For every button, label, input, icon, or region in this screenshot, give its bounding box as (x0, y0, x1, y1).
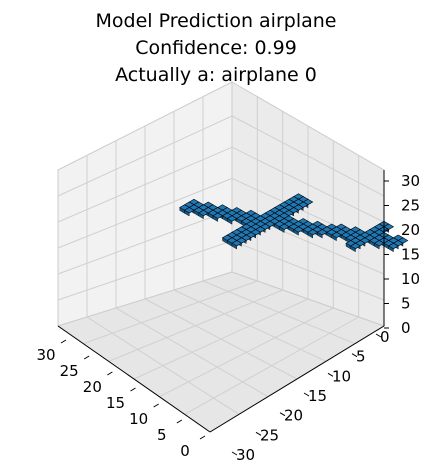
x-tick-mark (199, 435, 206, 440)
z-tick-label: 20 (401, 221, 420, 239)
x-tick-label: 20 (83, 378, 102, 396)
x-tick-mark (60, 339, 67, 344)
y-tick-label: 30 (236, 446, 255, 464)
x-axis-line (57, 325, 211, 433)
y-tick-mark (279, 412, 286, 417)
voxel-side (231, 242, 237, 250)
title-line-confidence: Confidence: 0.99 (135, 37, 297, 59)
z-tick-label: 10 (401, 270, 420, 288)
title-line-actual: Actually a: airplane 0 (115, 64, 317, 86)
y-tick-label: 15 (308, 387, 327, 405)
x-tick-label: 0 (180, 442, 190, 460)
z-tick-label: 25 (401, 197, 420, 215)
left-pane-grid-line (57, 115, 233, 197)
z-tick-label: 15 (401, 246, 420, 264)
z-tick-label: 5 (401, 295, 411, 313)
y-tick-label: 25 (260, 426, 279, 444)
y-tick-mark (231, 451, 238, 456)
y-tick-label: 5 (356, 348, 366, 366)
x-tick-mark (107, 371, 113, 376)
y-tick-mark (255, 431, 262, 436)
voxel-side (317, 231, 323, 239)
x-tick-mark (153, 403, 159, 408)
airplane-voxels (179, 193, 409, 253)
y-tick-label: 0 (380, 328, 390, 346)
y-tick-mark (351, 353, 358, 358)
y-tick-mark (327, 372, 334, 377)
voxel-side (374, 242, 380, 250)
y-tick-mark (303, 392, 310, 397)
voxel-side (388, 245, 394, 253)
title-line-prediction: Model Prediction airplane (95, 10, 337, 32)
x-tick-label: 10 (129, 410, 148, 428)
x-tick-mark (176, 419, 183, 424)
voxel-side (331, 234, 337, 242)
y-tick-mark (375, 333, 382, 338)
right-pane-grid-line (231, 115, 385, 197)
voxel-side (350, 245, 356, 253)
floor-grid-line (184, 316, 359, 415)
y-tick-label: 20 (284, 407, 303, 425)
voxel-side (227, 218, 233, 225)
voxel-side (307, 231, 313, 239)
x-tick-label: 15 (106, 394, 125, 412)
x-tick-mark (83, 355, 90, 360)
x-tick-label: 25 (60, 362, 79, 380)
voxel-side (198, 212, 204, 220)
x-tick-label: 5 (157, 426, 167, 444)
y-tick-label: 10 (332, 367, 351, 385)
voxel-side (184, 209, 190, 217)
x-tick-mark (130, 387, 136, 392)
voxel-side (212, 215, 218, 222)
x-tick-label: 30 (36, 346, 55, 364)
voxel-side (293, 229, 299, 236)
voxel-side (279, 226, 285, 233)
z-tick-label: 0 (401, 319, 411, 337)
y-axis-line (209, 325, 385, 433)
z-tick-label: 30 (401, 172, 420, 190)
